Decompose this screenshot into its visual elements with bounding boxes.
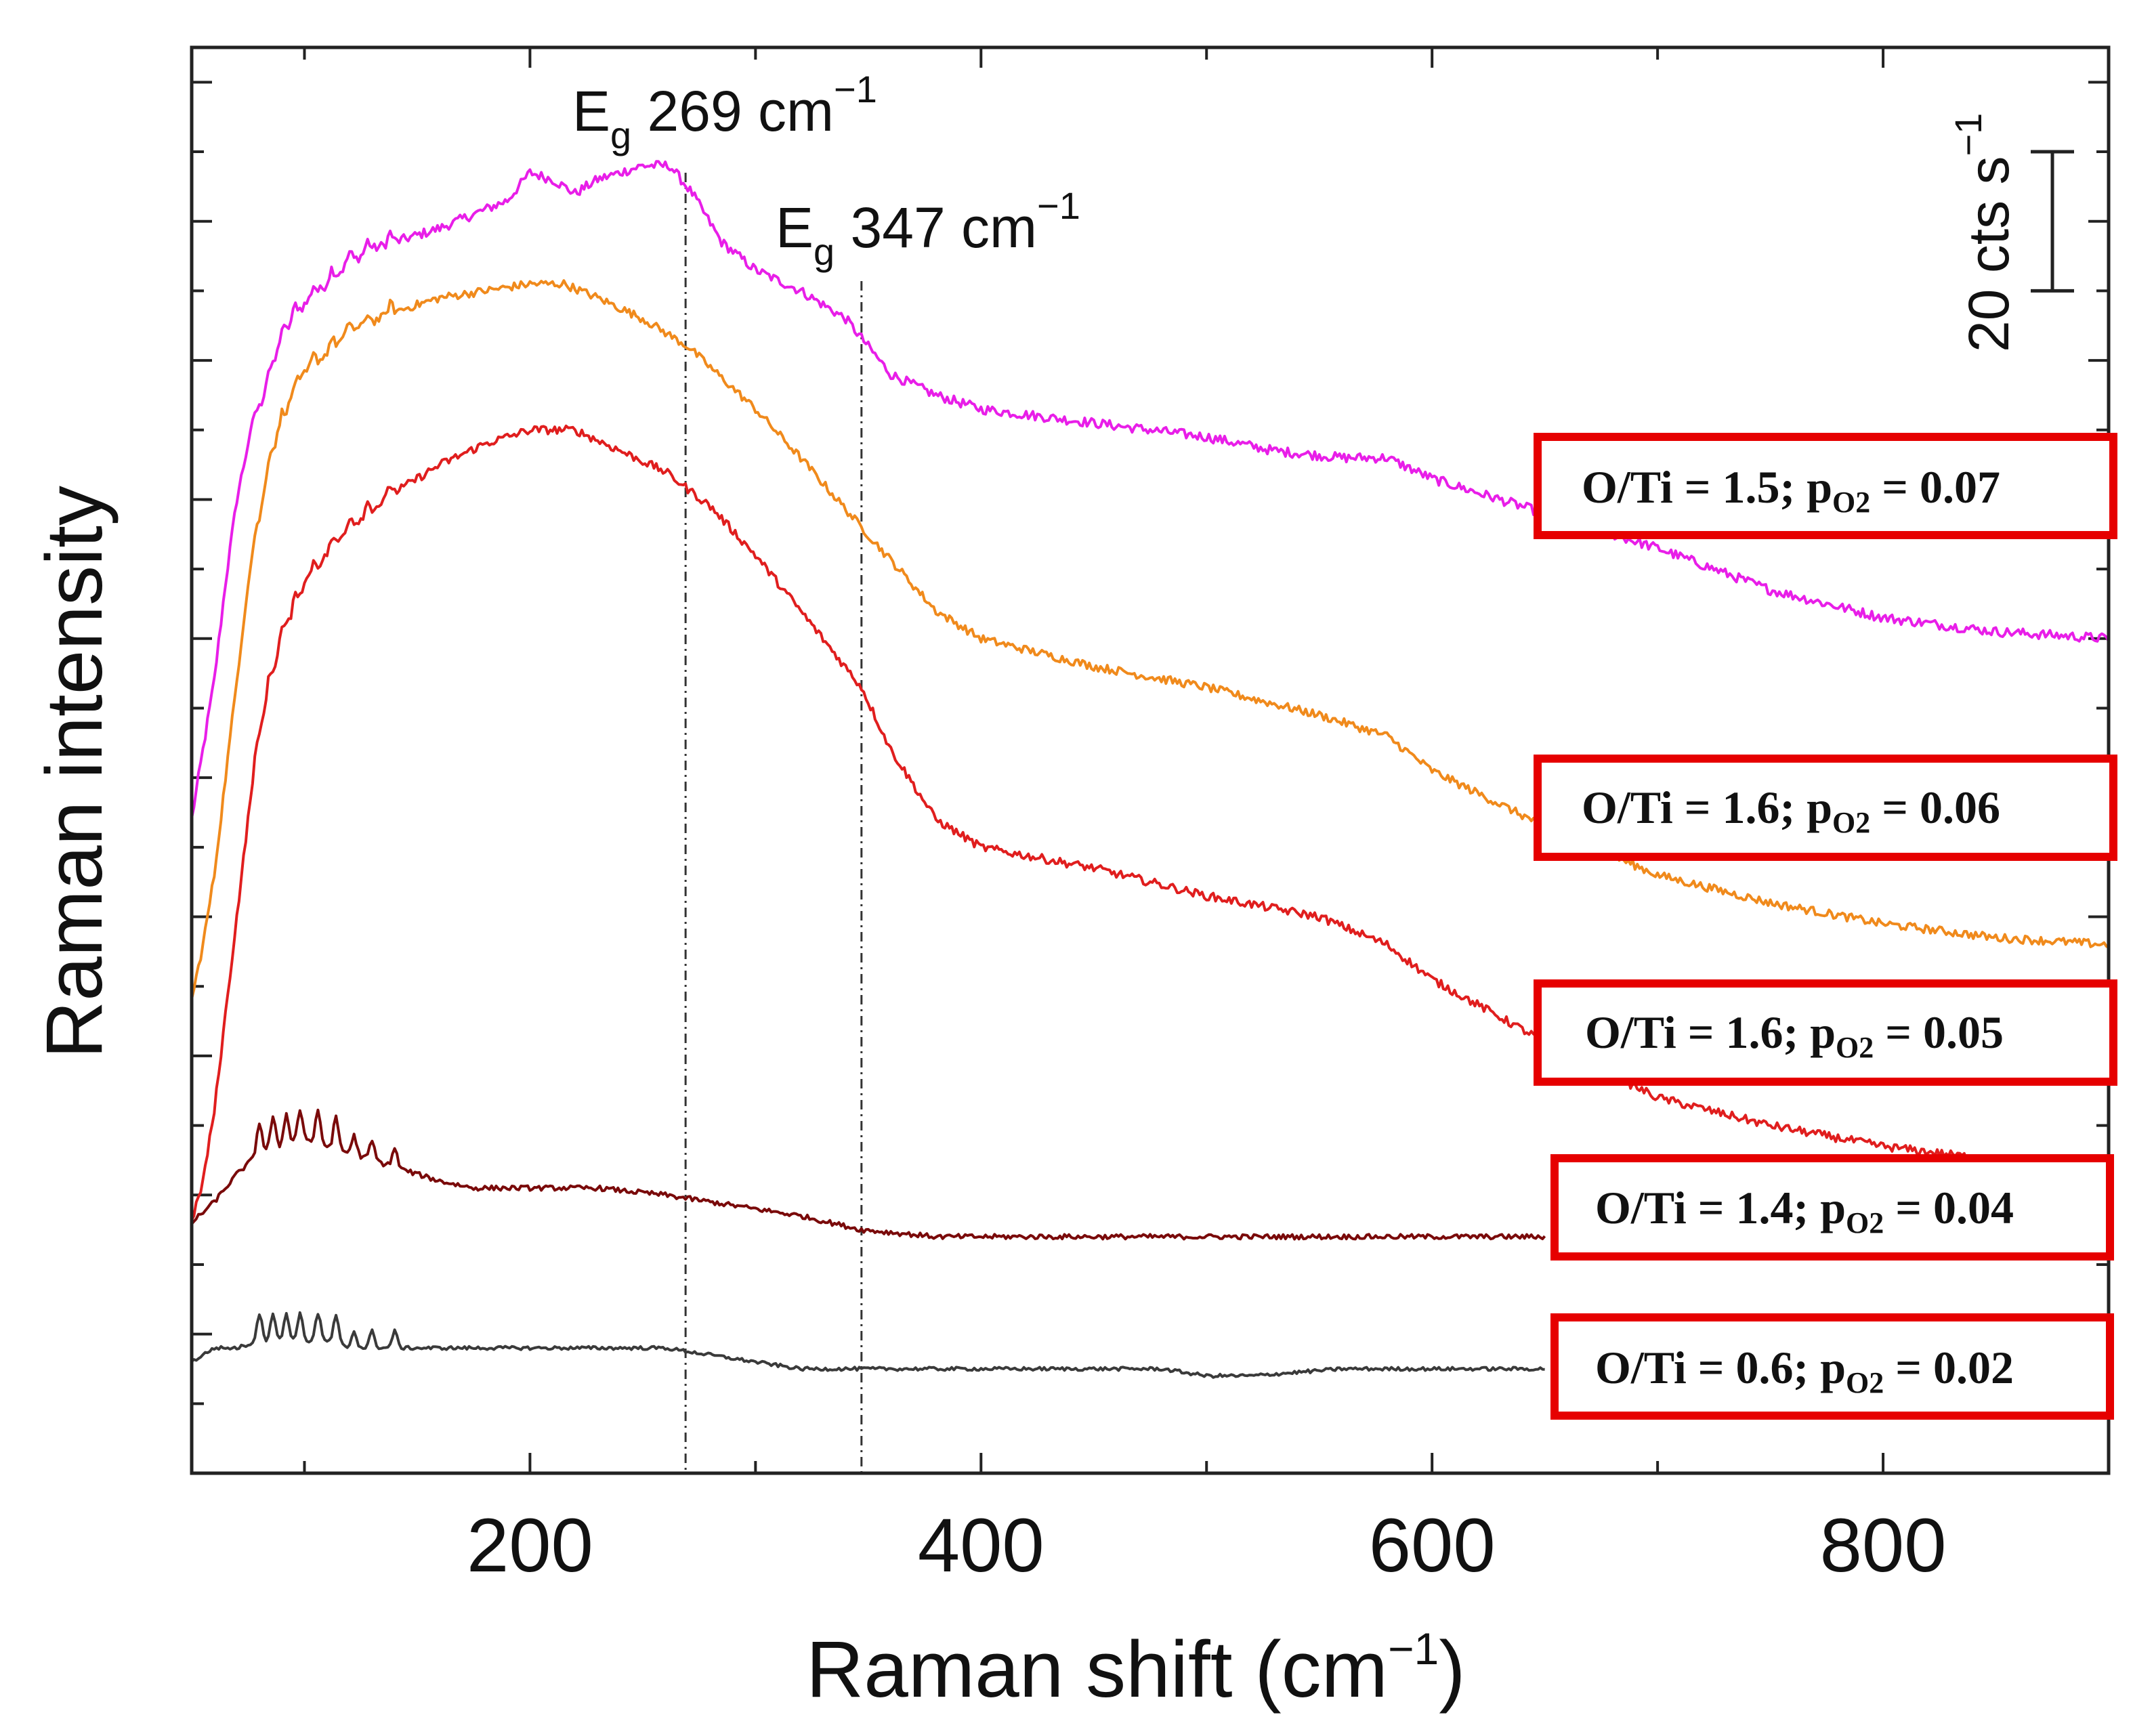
- legend-box-1-frame: [1534, 433, 2117, 539]
- scale-bar: [2031, 150, 2074, 293]
- eg-269-label: Eg 269 cm−1: [572, 68, 877, 156]
- series-line-5: [190, 1311, 1545, 1379]
- series-line-2: [190, 279, 2110, 1000]
- legend-box-2: O/Ti = 1.6; pO2 = 0.06: [1534, 755, 2117, 861]
- legend-box-3-label: O/Ti = 1.6; pO2 = 0.05: [1585, 1007, 2004, 1064]
- ticks-layer: [192, 47, 2109, 1473]
- legend-2-prefix: O/Ti = 1.6; p: [1582, 782, 1832, 833]
- legend-box-5: O/Ti = 0.6; pO2 = 0.02: [1550, 1313, 2114, 1420]
- legend-3-sub: O2: [1836, 1031, 1874, 1064]
- scale-bar-sup: −1: [1947, 113, 1989, 156]
- x-tick-label: 800: [1820, 1503, 1947, 1588]
- legend-box-1: O/Ti = 1.5; pO2 = 0.07: [1534, 433, 2117, 539]
- legend-4-suffix: = 0.04: [1884, 1182, 2014, 1233]
- legend-2-suffix: = 0.06: [1870, 782, 2000, 833]
- legend-box-4-frame: [1550, 1154, 2114, 1261]
- legend-4-prefix: O/Ti = 1.4; p: [1595, 1182, 1846, 1233]
- legend-box-4-label: O/Ti = 1.4; pO2 = 0.04: [1595, 1182, 2014, 1240]
- legend-5-suffix: = 0.02: [1884, 1342, 2014, 1393]
- legend-box-3-frame: [1534, 979, 2117, 1086]
- series-line-4: [190, 1108, 1546, 1241]
- eg-269-symbol: E: [572, 79, 610, 143]
- legend-box-3: O/Ti = 1.6; pO2 = 0.05: [1534, 979, 2117, 1086]
- scale-bar-text: 20 cts s: [1957, 156, 2021, 352]
- legend-3-prefix: O/Ti = 1.6; p: [1585, 1007, 1836, 1058]
- scale-bar-label: 20 cts s−1: [1947, 113, 2021, 352]
- reference-lines: [684, 173, 863, 1473]
- eg-347-sup: −1: [1037, 184, 1080, 227]
- eg-347-symbol: E: [776, 196, 814, 259]
- y-axis-title: Raman intensity: [30, 486, 119, 1059]
- eg-347-value: 347 cm: [835, 196, 1037, 259]
- x-tick-label: 400: [918, 1503, 1044, 1588]
- legend-box-4: O/Ti = 1.4; pO2 = 0.04: [1550, 1154, 2114, 1261]
- eg-347-label: Eg 347 cm−1: [776, 184, 1080, 273]
- eg-269-sup: −1: [834, 68, 877, 110]
- legend-box-2-frame: [1534, 755, 2117, 861]
- legend-box-5-label: O/Ti = 0.6; pO2 = 0.02: [1595, 1342, 2014, 1399]
- x-tick-label: 600: [1369, 1503, 1496, 1588]
- legend-5-prefix: O/Ti = 0.6; p: [1595, 1342, 1846, 1393]
- eg-269-sub: g: [610, 114, 631, 156]
- legend-1-sub: O2: [1832, 486, 1870, 519]
- x-axis-title: Raman shift (cm−1): [806, 1624, 1466, 1714]
- legend-2-sub: O2: [1832, 806, 1870, 839]
- legend-box-5-frame: [1550, 1313, 2114, 1420]
- legend-1-prefix: O/Ti = 1.5; p: [1582, 461, 1832, 513]
- series-layer: [190, 160, 2110, 1379]
- x-axis-title-close: ): [1439, 1625, 1465, 1714]
- eg-347-sub: g: [814, 230, 835, 273]
- x-tick-label: 200: [467, 1503, 593, 1588]
- series-line-3: [190, 424, 2109, 1221]
- legend-4-sub: O2: [1846, 1206, 1884, 1240]
- legend-5-sub: O2: [1846, 1366, 1884, 1399]
- legend-1-suffix: = 0.07: [1870, 461, 2000, 513]
- series-line-1: [190, 160, 2110, 819]
- x-axis-title-sup: −1: [1388, 1624, 1439, 1674]
- legend-box-2-label: O/Ti = 1.6; pO2 = 0.06: [1582, 782, 2000, 839]
- eg-269-value: 269 cm: [631, 79, 834, 143]
- legend-3-suffix: = 0.05: [1874, 1007, 2004, 1058]
- x-tick-labels: 200 400 600 800: [467, 1503, 1947, 1588]
- legend-box-1-label: O/Ti = 1.5; pO2 = 0.07: [1582, 461, 2000, 519]
- x-axis-title-text: Raman shift (cm: [806, 1625, 1388, 1714]
